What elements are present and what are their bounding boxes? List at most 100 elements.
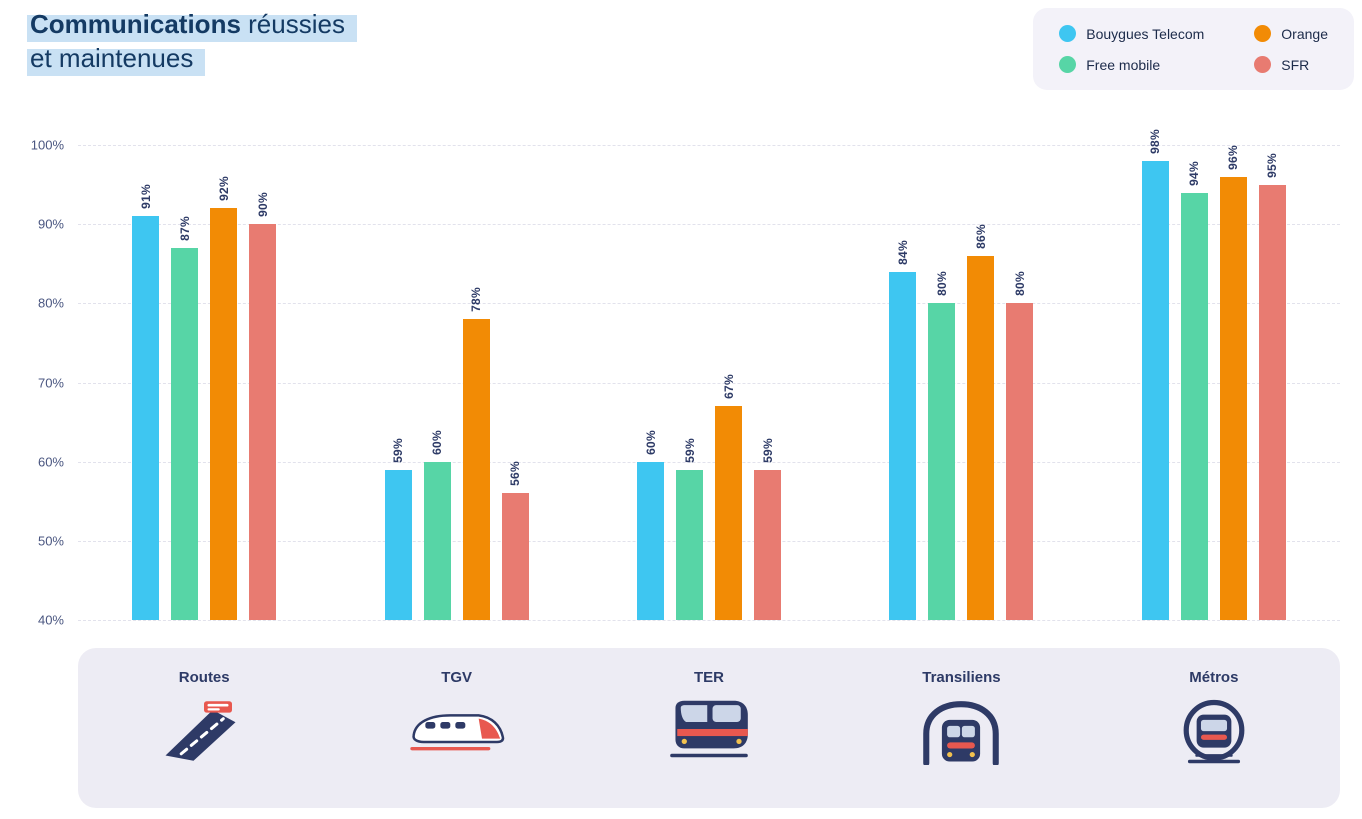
bar-value-label: 86% bbox=[973, 223, 988, 249]
bar-bouygues-telecom-ter[interactable] bbox=[637, 461, 665, 620]
gridline bbox=[78, 620, 1340, 621]
category-ter: TER bbox=[583, 648, 835, 808]
bar-chart: 100% 90% 80% 70% 60% 50% 40% 91% 87% 92% 90% 59% 60… bbox=[0, 129, 1362, 628]
bar-orange-transiliens[interactable] bbox=[967, 255, 995, 620]
bar-column: 90% bbox=[249, 192, 277, 620]
bar-value-label: 78% bbox=[469, 287, 484, 313]
bar-group-transiliens: 84% 80% 86% 80% bbox=[835, 145, 1087, 620]
bar-bouygues-telecom-metros[interactable] bbox=[1141, 160, 1169, 620]
legend-dot-icon bbox=[1059, 56, 1077, 73]
gridline bbox=[78, 461, 1340, 463]
category-tgv: TGV bbox=[330, 648, 582, 808]
bar-column: 59% bbox=[754, 438, 782, 620]
ter-train-icon bbox=[666, 699, 752, 759]
legend-label: SFR bbox=[1281, 56, 1310, 73]
y-axis-tick: 70% bbox=[37, 375, 64, 390]
bar-group-tgv: 59% 60% 78% 56% bbox=[330, 145, 582, 620]
title-bold: Communications bbox=[30, 9, 241, 39]
bar-column: 67% bbox=[715, 374, 743, 620]
bar-value-label: 67% bbox=[721, 374, 736, 400]
category-label: Transiliens bbox=[922, 669, 1001, 686]
bar-sfr-metros[interactable] bbox=[1258, 184, 1286, 620]
bar-column: 59% bbox=[384, 437, 412, 620]
y-axis-tick: 60% bbox=[37, 454, 64, 470]
bar-bouygues-telecom-transiliens[interactable] bbox=[889, 271, 917, 620]
legend-item-orange[interactable]: Orange bbox=[1254, 25, 1328, 42]
bar-column: 84% bbox=[889, 239, 917, 620]
gridline bbox=[78, 224, 1340, 226]
y-axis-tick: 50% bbox=[37, 533, 64, 549]
bar-sfr-transiliens[interactable] bbox=[1006, 303, 1034, 620]
legend-dot-icon bbox=[1254, 25, 1272, 42]
category-band: Routes TGV TER bbox=[78, 648, 1340, 808]
tgv-train-icon bbox=[407, 699, 507, 755]
legend: Bouygues Telecom Orange Free mobile SFR bbox=[1033, 8, 1354, 90]
metro-train-icon bbox=[1173, 699, 1255, 765]
transilien-train-icon bbox=[920, 699, 1002, 765]
legend-item-sfr[interactable]: SFR bbox=[1254, 56, 1328, 73]
y-axis-tick: 40% bbox=[37, 612, 64, 628]
bar-free-mobile-transiliens[interactable] bbox=[928, 303, 956, 620]
bar-value-label: 96% bbox=[1226, 144, 1241, 170]
category-routes: Routes bbox=[78, 648, 330, 808]
bar-orange-metros[interactable] bbox=[1219, 176, 1247, 620]
road-icon bbox=[162, 699, 246, 763]
bar-column: 94% bbox=[1180, 160, 1208, 620]
bar-column: 60% bbox=[637, 430, 665, 620]
bar-value-label: 84% bbox=[895, 239, 910, 265]
bar-column: 56% bbox=[501, 461, 529, 620]
bar-group-ter: 60% 59% 67% 59% bbox=[583, 145, 835, 620]
gridline bbox=[78, 145, 1340, 146]
bar-sfr-routes[interactable] bbox=[249, 224, 277, 620]
legend-item-bouygues-telecom[interactable]: Bouygues Telecom bbox=[1059, 25, 1204, 42]
bar-orange-tgv[interactable] bbox=[462, 319, 490, 620]
legend-item-free-mobile[interactable]: Free mobile bbox=[1059, 56, 1204, 73]
bar-column: 95% bbox=[1258, 152, 1286, 620]
bar-group-routes: 91% 87% 92% 90% bbox=[78, 145, 330, 620]
bar-sfr-tgv[interactable] bbox=[501, 493, 529, 620]
bar-value-label: 59% bbox=[391, 437, 406, 463]
title-rest: réussies bbox=[240, 9, 345, 39]
bar-value-label: 91% bbox=[138, 184, 153, 210]
chart-title: Communications réussies et maintenues bbox=[27, 8, 357, 76]
bar-free-mobile-routes[interactable] bbox=[171, 247, 199, 620]
bar-bouygues-telecom-routes[interactable] bbox=[132, 216, 160, 620]
bar-value-label: 95% bbox=[1265, 152, 1280, 178]
bar-column: 98% bbox=[1141, 128, 1169, 620]
legend-dot-icon bbox=[1059, 25, 1077, 42]
bar-column: 86% bbox=[967, 223, 995, 620]
bar-orange-ter[interactable] bbox=[715, 406, 743, 620]
plot-area: 91% 87% 92% 90% 59% 60% 78% 56% 60% 59% 67% 59% 84% 8… bbox=[78, 129, 1340, 621]
bar-sfr-ter[interactable] bbox=[754, 469, 782, 620]
bar-value-label: 56% bbox=[508, 461, 523, 487]
bar-value-label: 59% bbox=[682, 437, 697, 463]
bar-free-mobile-metros[interactable] bbox=[1180, 192, 1208, 620]
bar-group-metros: 98% 94% 96% 95% bbox=[1088, 129, 1340, 620]
bar-column: 80% bbox=[928, 271, 956, 620]
bar-value-label: 60% bbox=[430, 429, 445, 455]
bar-value-label: 90% bbox=[255, 192, 270, 218]
legend-label: Bouygues Telecom bbox=[1086, 25, 1205, 42]
gridline bbox=[78, 382, 1340, 384]
gridline bbox=[78, 540, 1340, 542]
title-line2-text: et maintenues bbox=[27, 42, 206, 76]
bar-column: 96% bbox=[1219, 144, 1247, 620]
bar-value-label: 80% bbox=[934, 271, 949, 297]
bar-free-mobile-ter[interactable] bbox=[676, 469, 704, 620]
bar-column: 92% bbox=[210, 176, 238, 620]
gridline bbox=[78, 303, 1340, 305]
bar-bouygues-telecom-tgv[interactable] bbox=[384, 469, 412, 620]
legend-label: Orange bbox=[1281, 25, 1328, 42]
y-axis-tick: 100% bbox=[30, 137, 64, 153]
title-line-1: Communications réussies bbox=[27, 8, 357, 42]
category-metros: Métros bbox=[1088, 648, 1340, 808]
bar-orange-routes[interactable] bbox=[210, 208, 238, 620]
bar-free-mobile-tgv[interactable] bbox=[423, 461, 451, 620]
bar-value-label: 98% bbox=[1148, 128, 1163, 154]
bar-column: 91% bbox=[132, 184, 160, 620]
bar-column: 59% bbox=[676, 437, 704, 620]
bar-value-label: 94% bbox=[1187, 160, 1202, 186]
category-label: TER bbox=[694, 669, 725, 686]
bar-value-label: 80% bbox=[1012, 271, 1027, 297]
category-label: TGV bbox=[441, 669, 473, 686]
